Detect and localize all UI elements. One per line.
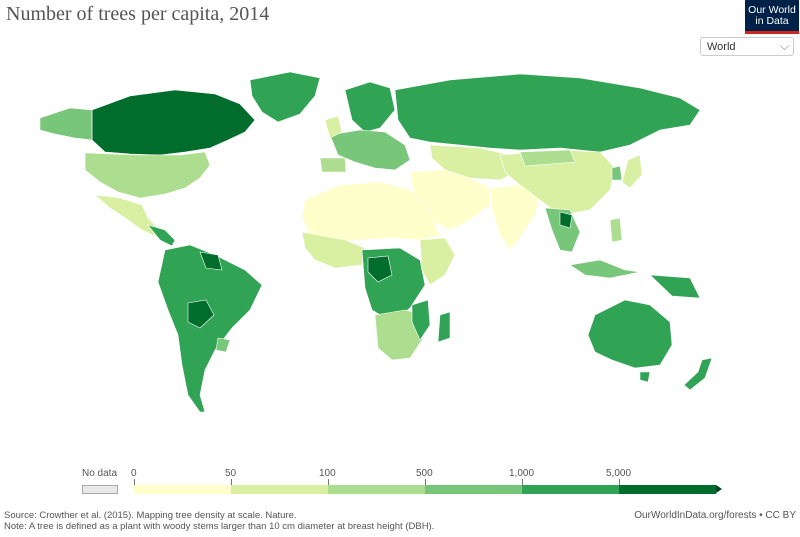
region-western-europe <box>329 129 411 171</box>
legend-tick <box>522 479 523 485</box>
legend-label-0: 0 <box>131 468 137 479</box>
logo-line-1: Our World <box>748 4 796 16</box>
region-new-zealand <box>683 357 713 391</box>
legend-bin-0[interactable] <box>134 485 231 494</box>
region-indonesia <box>569 259 641 279</box>
region-uk <box>324 115 343 139</box>
region-greenland <box>249 71 321 123</box>
region-scandinavia <box>344 81 396 133</box>
region-central-asia <box>429 144 521 181</box>
region-laos <box>559 211 573 229</box>
region-madagascar <box>437 311 451 343</box>
legend-no-data-swatch[interactable] <box>82 485 118 494</box>
legend-bin-3[interactable] <box>425 485 522 494</box>
logo-accent-bar <box>745 31 799 34</box>
region-mexico <box>94 194 161 237</box>
legend-tick <box>425 479 426 485</box>
region-uruguay <box>215 337 231 353</box>
legend-tick <box>328 479 329 485</box>
legend-label-50: 50 <box>225 468 237 479</box>
legend-bin-5[interactable] <box>619 485 716 494</box>
region-russia <box>394 73 701 153</box>
region-mongolia <box>519 149 576 167</box>
region-select-value: World <box>707 41 736 53</box>
legend: No data 0 50 100 500 1,000 5,000 <box>0 468 800 498</box>
chart-title: Number of trees per capita, 2014 <box>6 3 270 25</box>
legend-tick <box>231 479 232 485</box>
legend-arrow-icon <box>716 485 722 493</box>
legend-label-5000: 5,000 <box>606 468 632 479</box>
source-url-link[interactable]: OurWorldInData.org/forests • CC BY <box>634 510 796 521</box>
region-south-america <box>157 244 263 413</box>
logo-line-2: in Data <box>755 15 789 27</box>
chevron-down-icon: ⌵ <box>779 39 789 53</box>
legend-tick <box>134 479 135 485</box>
region-congo-gabon <box>367 255 393 283</box>
legend-label-1000: 1,000 <box>509 468 535 479</box>
region-alaska <box>39 107 93 141</box>
legend-label-500: 500 <box>416 468 433 479</box>
region-australia <box>587 299 673 369</box>
region-korea <box>611 165 623 181</box>
region-central-america <box>147 224 176 247</box>
world-map <box>39 71 713 413</box>
owid-logo[interactable]: Our World in Data <box>745 0 799 34</box>
region-iberia <box>319 157 347 173</box>
source-text: Source: Crowther et al. (2015). Mapping … <box>4 510 297 521</box>
legend-bin-2[interactable] <box>328 485 425 494</box>
region-png <box>649 274 701 299</box>
legend-tick <box>619 479 620 485</box>
region-east-africa <box>419 237 456 286</box>
region-west-africa <box>301 231 366 269</box>
region-tasmania <box>639 371 651 383</box>
region-canada <box>91 89 256 156</box>
region-japan <box>621 154 643 189</box>
region-guianas <box>199 251 223 271</box>
region-usa <box>84 151 211 199</box>
region-bolivia <box>187 299 215 329</box>
region-select[interactable]: World ⌵ <box>700 37 794 56</box>
legend-no-data-label: No data <box>82 468 118 479</box>
region-mozambique <box>411 299 431 341</box>
legend-label-100: 100 <box>319 468 336 479</box>
note-text: Note: A tree is defined as a plant with … <box>4 521 435 532</box>
legend-bin-1[interactable] <box>231 485 328 494</box>
region-china <box>499 149 616 216</box>
region-philippines <box>609 217 623 243</box>
legend-bin-4[interactable] <box>522 485 619 494</box>
